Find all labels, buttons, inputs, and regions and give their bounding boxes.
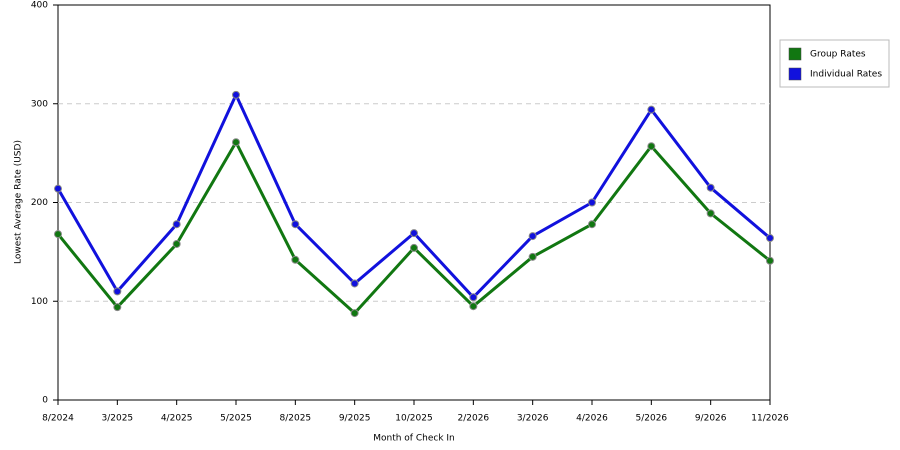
x-tick-label: 9/2025 <box>339 414 371 424</box>
data-point <box>232 90 240 99</box>
x-tick-label: 9/2026 <box>695 414 727 424</box>
data-point <box>647 142 656 151</box>
data-point <box>172 239 181 248</box>
data-point <box>291 220 300 229</box>
x-tick-label: 4/2026 <box>576 414 608 424</box>
x-tick-label: 4/2025 <box>161 414 193 424</box>
legend-label: Individual Rates <box>810 70 882 80</box>
y-axis-label: Lowest Average Rate (USD) <box>14 140 24 264</box>
y-tick-label: 400 <box>31 1 48 11</box>
data-point <box>54 230 62 239</box>
x-tick-label: 8/2025 <box>279 414 311 424</box>
data-point <box>706 183 715 192</box>
x-tick-label: 11/2026 <box>751 414 789 424</box>
x-tick-label: 8/2024 <box>42 414 74 424</box>
x-tick-label: 2/2026 <box>457 414 489 424</box>
x-tick-label: 5/2026 <box>635 414 667 424</box>
x-tick-label: 3/2025 <box>101 414 133 424</box>
x-tick-label: 3/2026 <box>517 414 549 424</box>
data-point <box>54 184 62 193</box>
data-point <box>706 209 715 218</box>
data-point <box>469 302 478 311</box>
y-tick-label: 200 <box>31 198 48 208</box>
legend-label: Group Rates <box>810 50 866 60</box>
data-point <box>588 220 596 229</box>
data-point <box>350 309 359 318</box>
data-point <box>469 293 478 302</box>
data-point <box>588 198 596 207</box>
y-tick-label: 0 <box>42 396 48 406</box>
data-point <box>766 234 774 243</box>
data-point <box>528 232 537 241</box>
data-point <box>410 243 418 252</box>
data-point <box>172 220 181 229</box>
y-tick-label: 300 <box>31 99 48 109</box>
data-point <box>410 229 418 238</box>
legend-swatch <box>788 47 802 61</box>
x-axis-label: Month of Check In <box>373 434 455 444</box>
legend-swatch <box>788 67 802 81</box>
data-point <box>350 279 359 288</box>
x-tick-label: 10/2025 <box>395 414 432 424</box>
data-point <box>113 303 122 312</box>
y-tick-label: 100 <box>31 297 48 307</box>
data-point <box>647 105 656 114</box>
data-point <box>528 252 537 261</box>
data-point <box>232 138 240 147</box>
data-point <box>766 256 774 265</box>
data-point <box>113 287 122 296</box>
x-tick-label: 5/2025 <box>220 414 252 424</box>
data-point <box>291 255 300 264</box>
